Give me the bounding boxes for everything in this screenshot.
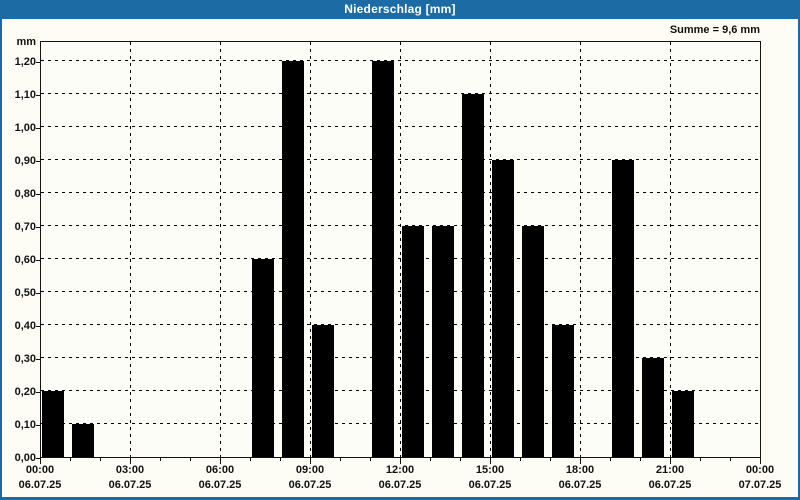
y-axis-unit-label: mm [16,36,36,48]
y-tick-label: 1,20 [14,56,36,68]
x-tick [100,458,101,461]
x-tick-date-label: 06.07.25 [198,479,242,491]
bar [612,160,634,457]
x-tick-time-label: 00:00 [745,464,775,476]
x-tick [430,458,431,461]
y-tick-label: 1,10 [14,89,36,101]
x-tick [70,458,71,461]
x-tick [280,458,281,461]
chart-region: Summe = 9,6 mm mm 0,00 0,10 0,20 0,30 0,40 0,… [2,19,798,497]
x-tick [250,458,251,461]
y-tick [36,227,40,228]
bar [462,94,484,457]
y-tick-label: 0,40 [14,320,36,332]
x-tick-time-label: 18:00 [565,464,595,476]
x-tick-time-label: 09:00 [295,464,325,476]
x-tick-date-label: 06.07.25 [288,479,332,491]
x-tick [310,458,311,464]
x-tick [670,458,671,464]
x-tick [370,458,371,461]
plot-area [40,41,761,458]
y-tick [36,260,40,261]
y-tick-label: 0,90 [14,155,36,167]
y-tick-label: 0,50 [14,287,36,299]
x-tick-date-label: 07.07.25 [738,479,782,491]
sum-annotation: Summe = 9,6 mm [669,24,760,36]
bar [492,160,514,457]
y-tick [36,62,40,63]
x-tick-date-label: 06.07.25 [108,479,152,491]
y-tick-label: 1,00 [14,122,36,134]
y-tick [36,128,40,129]
y-tick-label: 0,80 [14,188,36,200]
x-tick [610,458,611,461]
x-gridline [220,42,221,457]
x-tick [220,458,221,464]
bar [552,325,574,457]
x-tick-time-label: 12:00 [385,464,415,476]
x-gridline [310,42,311,457]
x-tick-time-label: 00:00 [25,464,55,476]
y-tick [36,392,40,393]
y-tick [36,161,40,162]
x-tick [130,458,131,464]
bar [432,226,454,457]
x-tick [760,458,761,464]
x-tick [460,458,461,461]
bar [312,325,334,457]
y-tick [36,95,40,96]
bar [402,226,424,457]
bar [642,358,664,457]
x-gridline [670,42,671,457]
bar [72,424,94,457]
x-tick [400,458,401,464]
y-tick [36,425,40,426]
x-tick-time-label: 21:00 [655,464,685,476]
x-tick [340,458,341,461]
y-tick-label: 0,10 [14,419,36,431]
x-tick-date-label: 06.07.25 [468,479,512,491]
y-tick [36,194,40,195]
x-tick [190,458,191,461]
x-tick-time-label: 03:00 [115,464,145,476]
bar [282,61,304,457]
x-tick [490,458,491,464]
x-tick [700,458,701,461]
x-tick-date-label: 06.07.25 [648,479,692,491]
window-title: Niederschlag [mm] [344,2,456,16]
y-tick-label: 0,60 [14,254,36,266]
x-tick [520,458,521,461]
x-tick [550,458,551,461]
bar [372,61,394,457]
y-tick [36,458,40,459]
x-tick-date-label: 06.07.25 [18,479,62,491]
x-tick-time-label: 06:00 [205,464,235,476]
x-tick [580,458,581,464]
bar [522,226,544,457]
y-tick-label: 0,00 [14,452,36,464]
y-tick-label: 0,30 [14,353,36,365]
y-tick [36,326,40,327]
x-gridline [130,42,131,457]
x-tick-time-label: 15:00 [475,464,505,476]
x-tick [730,458,731,461]
y-tick-label: 0,70 [14,221,36,233]
x-tick-date-label: 06.07.25 [378,479,422,491]
bar [672,391,694,457]
y-tick [36,293,40,294]
x-tick [640,458,641,461]
bar [42,391,64,457]
x-gridline [400,42,401,457]
x-gridline [580,42,581,457]
x-gridline [490,42,491,457]
x-tick [160,458,161,461]
x-tick-date-label: 06.07.25 [558,479,602,491]
x-tick [40,458,41,464]
y-tick-label: 0,20 [14,386,36,398]
y-tick [36,359,40,360]
bar [252,259,274,457]
titlebar: Niederschlag [mm] [0,0,800,19]
